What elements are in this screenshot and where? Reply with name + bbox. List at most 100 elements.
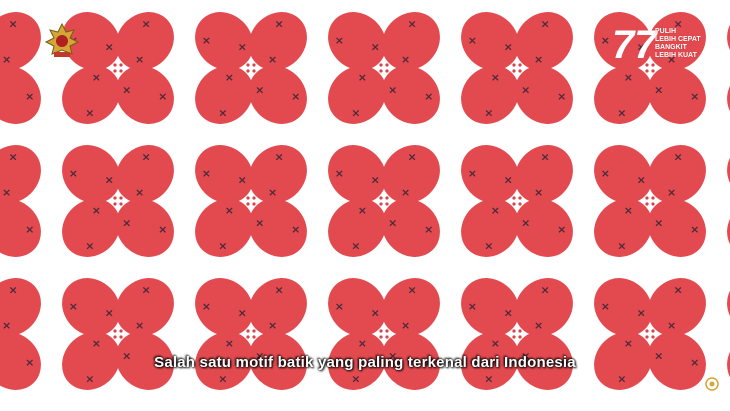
center-dot [651, 202, 655, 206]
petal-cross-mark: × [135, 319, 144, 332]
kawung-petal: ×× [248, 12, 307, 71]
logo-line-2: LEBIH CEPAT [655, 36, 701, 43]
petal-cross-mark: × [557, 223, 566, 236]
center-dot [385, 69, 389, 73]
kawung-petal: ×× [248, 278, 307, 337]
petal-cross-mark: × [654, 84, 663, 97]
center-dot [252, 69, 256, 73]
center-dot [119, 335, 123, 339]
petal-cross-mark: × [238, 40, 247, 53]
center-dot [385, 329, 389, 333]
center-dot [379, 329, 383, 333]
kawung-petal: ×× [195, 278, 254, 337]
kawung-petal: ×× [115, 278, 174, 337]
petal-cross-mark: × [534, 319, 543, 332]
center-dot [651, 63, 655, 67]
kawung-petal: ×× [514, 331, 573, 390]
petal-cross-mark: × [85, 240, 94, 253]
center-dot [246, 329, 250, 333]
petal-cross-mark: × [408, 150, 417, 163]
petal-cross-mark: × [654, 350, 663, 363]
center-dot [645, 202, 649, 206]
kawung-petal: ×× [594, 145, 653, 204]
petal-cross-mark: × [351, 373, 360, 386]
center-dot [645, 63, 649, 67]
kawung-petal: ×× [50, 399, 132, 411]
petal-cross-mark: × [408, 283, 417, 296]
center-dot [512, 335, 516, 339]
petal-cross-mark: × [358, 337, 367, 350]
petal-cross-mark: × [401, 186, 410, 199]
center-dot [518, 63, 522, 67]
petal-cross-mark: × [218, 240, 227, 253]
kawung-petal: ×× [115, 198, 174, 257]
petal-cross-mark: × [2, 186, 11, 199]
kawung-petal: ×× [115, 65, 174, 124]
petal-cross-mark: × [85, 373, 94, 386]
center-dot [385, 196, 389, 200]
kawung-petal: ×× [115, 12, 174, 71]
petal-cross-mark: × [601, 300, 610, 313]
kawung-petal: ×× [727, 145, 730, 204]
kawung-petal: ×× [514, 65, 573, 124]
kawung-petal: ×× [248, 331, 307, 390]
petal-cross-mark: × [291, 223, 300, 236]
kawung-petal: ×× [328, 331, 387, 390]
center-dot [119, 63, 123, 67]
kawung-petal: ×× [461, 145, 520, 204]
petal-cross-mark: × [690, 356, 699, 369]
kawung-petal: ×× [647, 278, 706, 337]
center-dot [113, 202, 117, 206]
petal-cross-mark: × [674, 283, 683, 296]
center-dot [651, 69, 655, 73]
petal-cross-mark: × [401, 319, 410, 332]
logo-line-1: PULIH [655, 28, 676, 35]
kawung-petal: ×× [62, 198, 121, 257]
kawung-petal: ×× [582, 399, 664, 411]
petal-cross-mark: × [255, 350, 264, 363]
petal-cross-mark: × [424, 356, 433, 369]
center-dot [512, 196, 516, 200]
logo-number: 77 [612, 23, 658, 66]
petal-cross-mark: × [225, 337, 234, 350]
center-dot [246, 202, 250, 206]
kawung-petal: ×× [381, 145, 440, 204]
center-dot [379, 202, 383, 206]
center-dot [119, 202, 123, 206]
petal-cross-mark: × [218, 373, 227, 386]
petal-cross-mark: × [351, 240, 360, 253]
kawung-petal: ×× [647, 331, 706, 390]
petal-cross-mark: × [92, 337, 101, 350]
petal-cross-mark: × [238, 306, 247, 319]
petal-cross-mark: × [541, 283, 550, 296]
petal-cross-mark: × [388, 350, 397, 363]
petal-cross-mark: × [541, 17, 550, 30]
center-dot [252, 329, 256, 333]
petal-cross-mark: × [225, 71, 234, 84]
petal-cross-mark: × [122, 217, 131, 230]
petal-cross-mark: × [92, 204, 101, 217]
petal-cross-mark: × [624, 204, 633, 217]
petal-cross-mark: × [69, 167, 78, 180]
petal-cross-mark: × [541, 150, 550, 163]
petal-cross-mark: × [135, 53, 144, 66]
petal-cross-mark: × [624, 71, 633, 84]
petal-cross-mark: × [122, 84, 131, 97]
kawung-petal: ×× [715, 399, 730, 411]
logo-tagline: PULIH LEBIH CEPAT BANGKIT LEBIH KUAT [655, 28, 701, 60]
kawung-petal: ×× [594, 331, 653, 390]
kawung-petal: ×× [381, 331, 440, 390]
video-subtitle: Salah satu motif batik yang paling terke… [154, 354, 576, 371]
petal-cross-mark: × [408, 17, 417, 30]
kawung-petal: ×× [62, 145, 121, 204]
kawung-petal: ×× [248, 65, 307, 124]
petal-cross-mark: × [484, 373, 493, 386]
petal-cross-mark: × [484, 107, 493, 120]
petal-cross-mark: × [351, 107, 360, 120]
kawung-petal: ×× [0, 65, 41, 124]
kawung-petal: ×× [727, 65, 730, 124]
petal-cross-mark: × [484, 240, 493, 253]
kawung-petal: ×× [381, 12, 440, 71]
center-dot [246, 196, 250, 200]
